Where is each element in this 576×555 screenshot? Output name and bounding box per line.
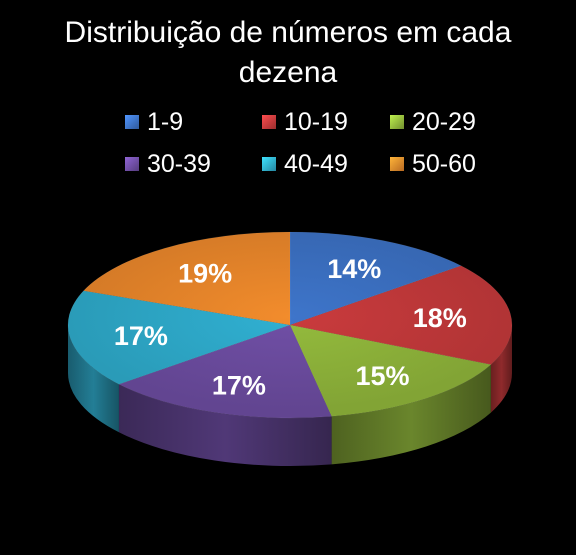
pie-top bbox=[67, 231, 513, 419]
pie-side-20-29 bbox=[331, 364, 491, 465]
legend-label-40-49: 40-49 bbox=[284, 150, 348, 178]
legend-label-50-60: 50-60 bbox=[412, 150, 476, 178]
pie-slice-50-60 bbox=[82, 231, 291, 326]
legend-label-10-19: 10-19 bbox=[284, 108, 348, 136]
slice-label-20-29: 15% bbox=[356, 361, 410, 391]
legend-swatch-50-60 bbox=[390, 157, 404, 171]
pie-side-30-39 bbox=[118, 384, 332, 467]
pie-slice-1-9 bbox=[289, 231, 462, 326]
chart-legend: 1-9 10-19 20-29 30-39 40-49 50-60 bbox=[125, 108, 476, 178]
slice-label-30-39: 17% bbox=[212, 371, 266, 401]
pie-slice-40-49 bbox=[67, 290, 291, 385]
pie-slice-30-39 bbox=[118, 324, 333, 419]
pie-sides bbox=[68, 325, 512, 467]
pie-slice-20-29 bbox=[289, 324, 492, 417]
legend-label-30-39: 30-39 bbox=[147, 150, 211, 178]
legend-label-1-9: 1-9 bbox=[147, 108, 183, 136]
chart-title: Distribuição de números em cada dezena bbox=[65, 16, 512, 89]
slice-label-40-49: 17% bbox=[114, 321, 168, 351]
pie-side-10-19 bbox=[490, 325, 512, 413]
chart-title-line-2: dezena bbox=[239, 56, 338, 89]
legend-swatch-1-9 bbox=[125, 115, 139, 129]
legend-label-20-29: 20-29 bbox=[412, 108, 476, 136]
slice-label-1-9: 14% bbox=[327, 254, 381, 284]
legend-swatch-30-39 bbox=[125, 157, 139, 171]
legend-swatch-10-19 bbox=[262, 115, 276, 129]
pie-side-40-49 bbox=[68, 325, 119, 433]
slice-labels: 14% 18%15% 17% 17% 19% bbox=[114, 254, 467, 401]
legend-swatch-20-29 bbox=[390, 115, 404, 129]
pie-slice-10-19 bbox=[288, 265, 513, 365]
slice-label-50-60: 19% bbox=[178, 259, 232, 289]
legend-swatch-40-49 bbox=[262, 157, 276, 171]
chart-title-line-1: Distribuição de números em cada bbox=[65, 16, 512, 49]
slice-label-10-19: 18% bbox=[413, 303, 467, 333]
